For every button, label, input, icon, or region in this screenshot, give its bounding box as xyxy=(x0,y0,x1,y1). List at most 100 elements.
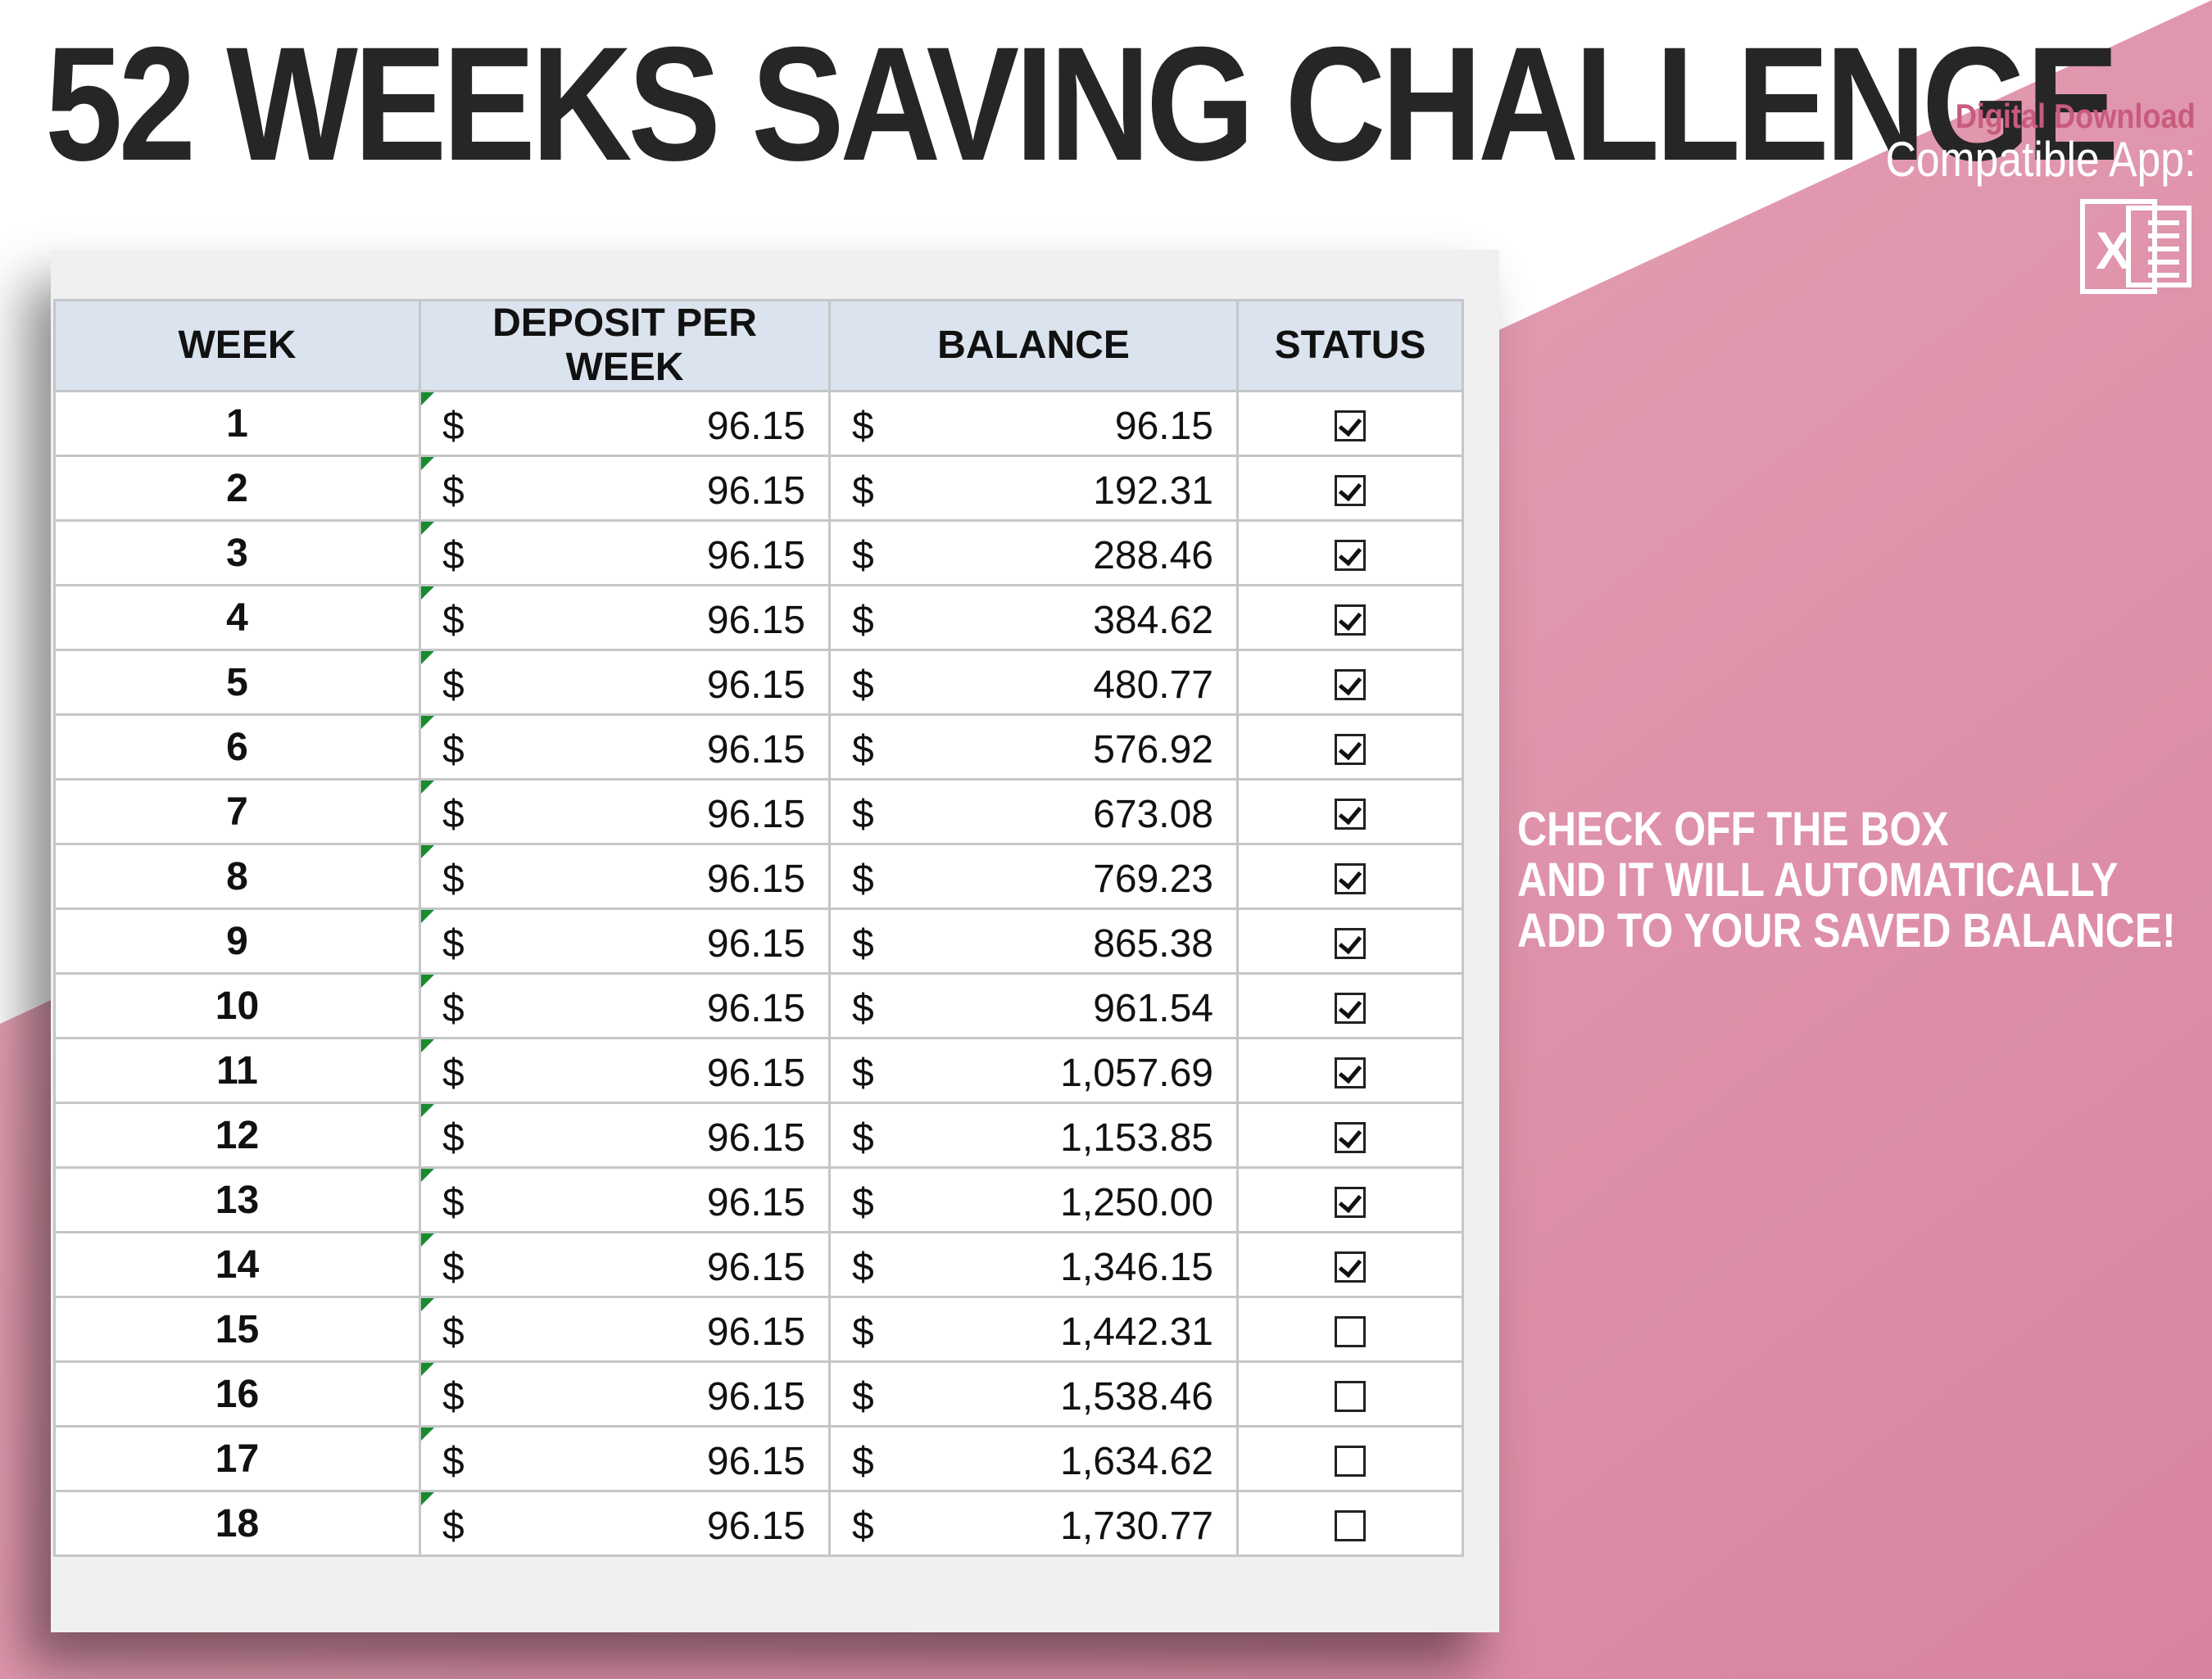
status-checkbox[interactable] xyxy=(1335,733,1366,765)
status-cell[interactable] xyxy=(1236,1166,1464,1233)
week-cell[interactable]: 5 xyxy=(53,649,421,716)
balance-cell[interactable]: $961.54 xyxy=(828,972,1239,1039)
status-checkbox[interactable] xyxy=(1335,927,1366,959)
status-cell[interactable] xyxy=(1236,649,1464,716)
status-cell[interactable] xyxy=(1236,778,1464,845)
excel-icon: X xyxy=(2080,199,2192,294)
status-checkbox[interactable] xyxy=(1335,1315,1366,1347)
status-cell[interactable] xyxy=(1236,1490,1464,1557)
week-cell[interactable]: 12 xyxy=(53,1102,421,1169)
week-cell[interactable]: 9 xyxy=(53,907,421,975)
deposit-cell[interactable]: $96.15 xyxy=(419,1360,831,1428)
column-header-balance[interactable]: BALANCE xyxy=(828,299,1239,392)
balance-cell[interactable]: $480.77 xyxy=(828,649,1239,716)
status-cell[interactable] xyxy=(1236,390,1464,457)
week-cell[interactable]: 3 xyxy=(53,519,421,586)
balance-cell[interactable]: $1,730.77 xyxy=(828,1490,1239,1557)
column-header-deposit[interactable]: DEPOSIT PER WEEK xyxy=(419,299,831,392)
week-cell[interactable]: 15 xyxy=(53,1296,421,1363)
balance-cell[interactable]: $288.46 xyxy=(828,519,1239,586)
balance-cell[interactable]: $1,250.00 xyxy=(828,1166,1239,1233)
status-checkbox[interactable] xyxy=(1335,798,1366,830)
status-cell[interactable] xyxy=(1236,1296,1464,1363)
week-cell[interactable]: 1 xyxy=(53,390,421,457)
status-cell[interactable] xyxy=(1236,713,1464,781)
status-cell[interactable] xyxy=(1236,1037,1464,1104)
status-checkbox[interactable] xyxy=(1335,1509,1366,1541)
balance-amount: 1,057.69 xyxy=(1060,1052,1213,1095)
balance-cell[interactable]: $1,634.62 xyxy=(828,1425,1239,1492)
week-cell[interactable]: 10 xyxy=(53,972,421,1039)
balance-cell[interactable]: $1,153.85 xyxy=(828,1102,1239,1169)
column-header-status[interactable]: STATUS xyxy=(1236,299,1464,392)
balance-cell[interactable]: $384.62 xyxy=(828,584,1239,651)
deposit-cell[interactable]: $96.15 xyxy=(419,1037,831,1104)
balance-cell[interactable]: $1,057.69 xyxy=(828,1037,1239,1104)
balance-cell[interactable]: $769.23 xyxy=(828,843,1239,910)
status-cell[interactable] xyxy=(1236,907,1464,975)
status-checkbox[interactable] xyxy=(1335,539,1366,571)
deposit-cell[interactable]: $96.15 xyxy=(419,584,831,651)
deposit-cell[interactable]: $96.15 xyxy=(419,1425,831,1492)
balance-cell[interactable]: $1,346.15 xyxy=(828,1231,1239,1298)
balance-cell[interactable]: $192.31 xyxy=(828,455,1239,522)
balance-cell[interactable]: $96.15 xyxy=(828,390,1239,457)
status-checkbox[interactable] xyxy=(1335,668,1366,700)
deposit-cell[interactable]: $96.15 xyxy=(419,390,831,457)
column-header-week[interactable]: WEEK xyxy=(53,299,421,392)
deposit-cell[interactable]: $96.15 xyxy=(419,1231,831,1298)
status-cell[interactable] xyxy=(1236,1360,1464,1428)
deposit-cell[interactable]: $96.15 xyxy=(419,972,831,1039)
deposit-cell[interactable]: $96.15 xyxy=(419,649,831,716)
deposit-cell[interactable]: $96.15 xyxy=(419,1102,831,1169)
week-cell[interactable]: 11 xyxy=(53,1037,421,1104)
balance-cell[interactable]: $673.08 xyxy=(828,778,1239,845)
week-cell[interactable]: 2 xyxy=(53,455,421,522)
status-checkbox[interactable] xyxy=(1335,410,1366,441)
deposit-cell[interactable]: $96.15 xyxy=(419,1490,831,1557)
status-checkbox[interactable] xyxy=(1335,1251,1366,1283)
status-cell[interactable] xyxy=(1236,519,1464,586)
week-cell[interactable]: 16 xyxy=(53,1360,421,1428)
status-cell[interactable] xyxy=(1236,843,1464,910)
balance-amount: 1,250.00 xyxy=(1060,1181,1213,1224)
status-checkbox[interactable] xyxy=(1335,1121,1366,1153)
balance-amount: 1,538.46 xyxy=(1060,1375,1213,1419)
balance-cell[interactable]: $1,442.31 xyxy=(828,1296,1239,1363)
status-cell[interactable] xyxy=(1236,455,1464,522)
status-cell[interactable] xyxy=(1236,972,1464,1039)
status-cell[interactable] xyxy=(1236,1425,1464,1492)
status-checkbox[interactable] xyxy=(1335,1445,1366,1477)
week-cell[interactable]: 7 xyxy=(53,778,421,845)
status-cell[interactable] xyxy=(1236,1231,1464,1298)
status-cell[interactable] xyxy=(1236,584,1464,651)
status-checkbox[interactable] xyxy=(1335,604,1366,636)
week-cell[interactable]: 18 xyxy=(53,1490,421,1557)
week-cell[interactable]: 8 xyxy=(53,843,421,910)
deposit-cell[interactable]: $96.15 xyxy=(419,843,831,910)
deposit-cell[interactable]: $96.15 xyxy=(419,1296,831,1363)
status-cell[interactable] xyxy=(1236,1102,1464,1169)
deposit-cell[interactable]: $96.15 xyxy=(419,519,831,586)
week-cell[interactable]: 14 xyxy=(53,1231,421,1298)
deposit-cell[interactable]: $96.15 xyxy=(419,1166,831,1233)
balance-cell[interactable]: $576.92 xyxy=(828,713,1239,781)
balance-cell[interactable]: $865.38 xyxy=(828,907,1239,975)
deposit-cell[interactable]: $96.15 xyxy=(419,778,831,845)
status-checkbox[interactable] xyxy=(1335,862,1366,894)
status-checkbox[interactable] xyxy=(1335,474,1366,506)
deposit-cell[interactable]: $96.15 xyxy=(419,713,831,781)
status-checkbox[interactable] xyxy=(1335,1380,1366,1412)
week-cell[interactable]: 4 xyxy=(53,584,421,651)
week-cell[interactable]: 13 xyxy=(53,1166,421,1233)
excel-icon-letter: X xyxy=(2096,221,2131,280)
week-cell[interactable]: 17 xyxy=(53,1425,421,1492)
week-cell[interactable]: 6 xyxy=(53,713,421,781)
status-checkbox[interactable] xyxy=(1335,1186,1366,1218)
deposit-cell[interactable]: $96.15 xyxy=(419,907,831,975)
status-checkbox[interactable] xyxy=(1335,1057,1366,1088)
status-checkbox[interactable] xyxy=(1335,992,1366,1024)
balance-cell[interactable]: $1,538.46 xyxy=(828,1360,1239,1428)
currency-symbol: $ xyxy=(442,1246,465,1289)
deposit-cell[interactable]: $96.15 xyxy=(419,455,831,522)
